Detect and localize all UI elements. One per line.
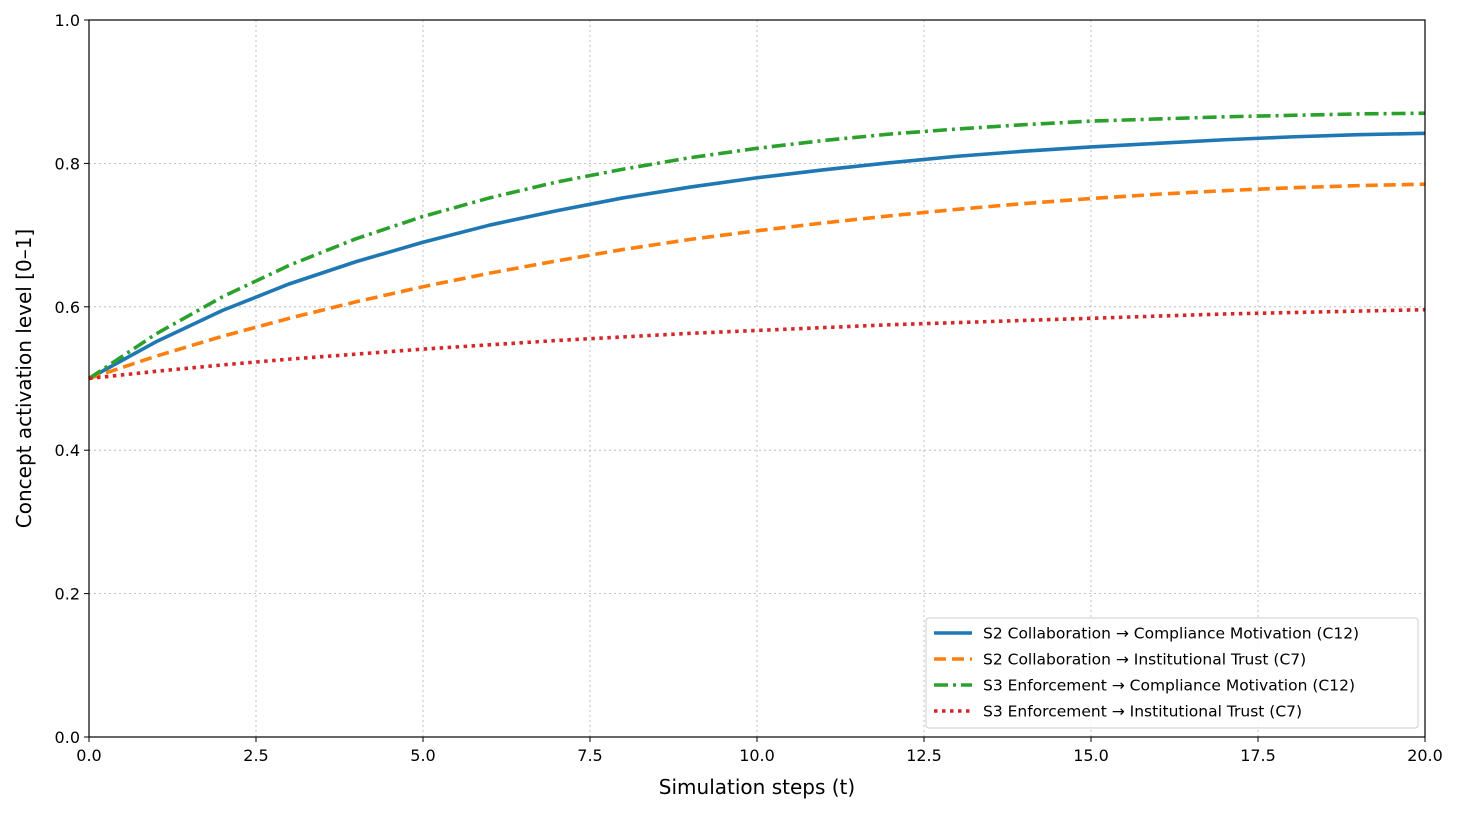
x-tick-label: 12.5 xyxy=(906,746,942,765)
series-line-3 xyxy=(88,111,1426,380)
y-tick-label: 0.8 xyxy=(55,154,80,173)
y-tick-label: 0.4 xyxy=(55,441,80,460)
y-tick-label: 0.6 xyxy=(55,298,80,317)
x-tick-label: 20.0 xyxy=(1407,746,1443,765)
x-tick-label: 0.0 xyxy=(76,746,101,765)
ticks: 0.0 2.5 5.0 7.5 10.0 12.5 15.0 17.5 20.0 0.0 0.2 0.… xyxy=(55,11,1443,765)
x-tick-label: 10.0 xyxy=(739,746,775,765)
y-axis-label: Concept activation level [0–1] xyxy=(12,229,36,528)
x-axis-label: Simulation steps (t) xyxy=(659,775,855,799)
legend: S2 Collaboration → Compliance Motivation… xyxy=(925,617,1419,729)
legend-box xyxy=(925,617,1419,729)
legend-entry-label: S3 Enforcement → Institutional Trust (C7… xyxy=(983,703,1302,721)
x-tick-label: 15.0 xyxy=(1073,746,1109,765)
x-tick-label: 7.5 xyxy=(577,746,602,765)
series-line-2 xyxy=(88,182,1426,381)
legend-entry-label: S2 Collaboration → Institutional Trust (… xyxy=(983,651,1306,669)
x-tick-label: 5.0 xyxy=(410,746,435,765)
series-layer xyxy=(88,111,1426,381)
x-tick-label: 17.5 xyxy=(1240,746,1276,765)
y-tick-label: 1.0 xyxy=(55,11,80,30)
legend-entry-label: S2 Collaboration → Compliance Motivation… xyxy=(983,625,1359,643)
series-line-1 xyxy=(88,131,1426,381)
series-line-4 xyxy=(88,307,1426,381)
y-tick-label: 0.2 xyxy=(55,585,80,604)
x-tick-label: 2.5 xyxy=(243,746,268,765)
y-tick-label: 0.0 xyxy=(55,728,80,747)
legend-entry-label: S3 Enforcement → Compliance Motivation (… xyxy=(983,677,1355,695)
